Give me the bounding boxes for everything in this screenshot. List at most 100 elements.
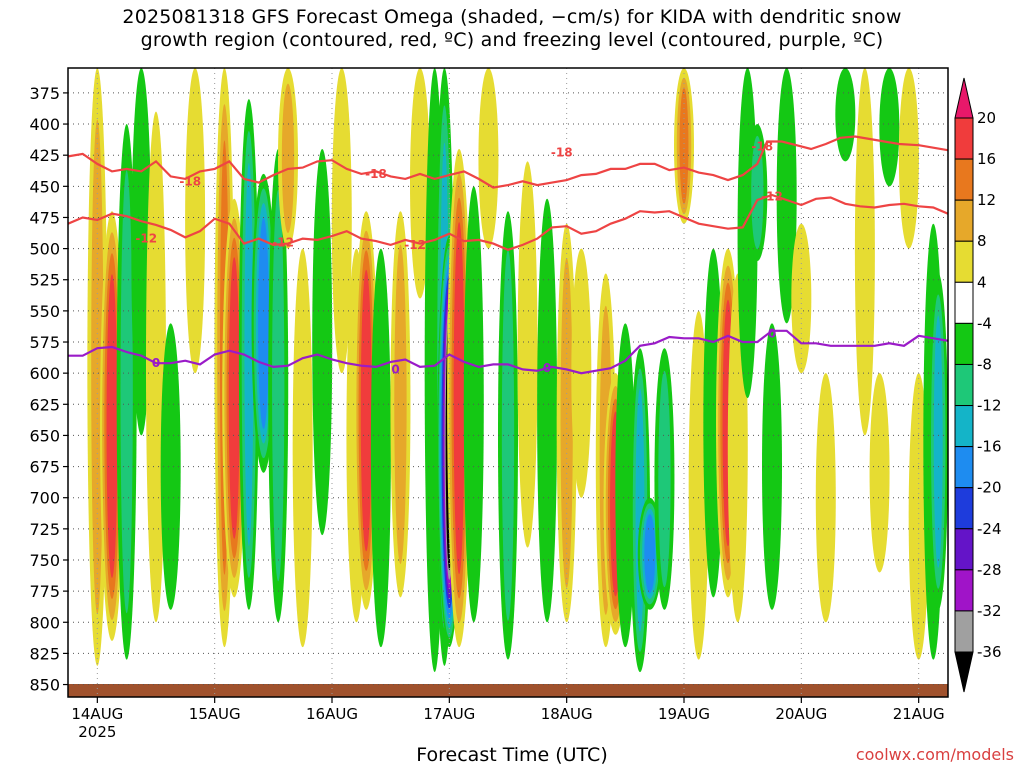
contour-label--18-2: -18 [551, 146, 573, 160]
omega-band-12-1 [281, 83, 295, 233]
contour-label--18-0: -18 [179, 174, 201, 188]
colorbar-swatch-12 [954, 610, 974, 653]
y-tick-label-475: 475 [29, 208, 60, 227]
y-tick-label-400: 400 [29, 115, 60, 134]
colorbar-swatch-9 [954, 487, 974, 530]
ground-surface-layer [68, 684, 948, 697]
colorbar-swatch-6 [954, 363, 974, 407]
omega-band-20-0 [410, 68, 430, 299]
omega-band-46-0 [776, 68, 797, 324]
contour-label-0-3: 0 [768, 326, 776, 340]
contour-label--12-0: -12 [135, 232, 157, 246]
y-tick-label-500: 500 [29, 240, 60, 259]
contour-label--12-3: -12 [761, 189, 783, 203]
contour-0-2 [68, 329, 948, 375]
colorbar-tick-label-11: -28 [977, 561, 1002, 579]
omega-band-5-0 [160, 323, 181, 610]
contour--18-0 [68, 135, 948, 189]
colorbar-tick-label-8: -16 [977, 438, 1002, 456]
omega-band-53-0 [898, 68, 919, 249]
contour-label-0-0: 0 [152, 356, 160, 370]
y-tick-label-825: 825 [29, 644, 60, 663]
omega-band-30-1 [560, 258, 573, 588]
y-tick-label-375: 375 [29, 84, 60, 103]
y-tick-label-600: 600 [29, 364, 60, 383]
x-tick-sublabel: 2025 [78, 723, 116, 741]
colorbar-swatch-11 [954, 569, 974, 612]
omega-band-0-1 [91, 119, 104, 615]
y-tick-label-625: 625 [29, 395, 60, 414]
x-tick-label-15AUG: 15AUG [189, 705, 241, 723]
y-tick-label-675: 675 [29, 458, 60, 477]
omega-shading-layer [68, 68, 948, 697]
contour-label--18-1: -18 [365, 167, 387, 181]
colorbar-tick-label-4: 4 [977, 273, 987, 291]
colorbar-tick-label-0: 20 [977, 109, 996, 127]
omega-band-28-0 [517, 161, 538, 548]
omega-band-26-0 [478, 68, 499, 249]
contour-label--12-1: -12 [272, 235, 294, 249]
y-tick-label-775: 775 [29, 582, 60, 601]
y-tick-label-800: 800 [29, 613, 60, 632]
y-tick-label-575: 575 [29, 333, 60, 352]
chart-title-line-1: 2025081318 GFS Forecast Omega (shaded, −… [122, 6, 902, 28]
omega-band-6-0 [185, 68, 206, 374]
x-tick-label-18AUG: 18AUG [541, 705, 593, 723]
y-tick-label-650: 650 [29, 426, 60, 445]
contour-label-0-2: 0 [543, 361, 551, 375]
colorbar: 20 16 12 8 4 -4 -8 -12 -16 -20 -24 -28 -32 -36 [954, 77, 1002, 693]
chart-title-line-2: growth region (contoured, red, ºC) and f… [140, 29, 884, 51]
y-tick-label-425: 425 [29, 146, 60, 165]
colorbar-tick-label-6: -8 [977, 355, 992, 373]
y-tick-label-725: 725 [29, 520, 60, 539]
x-tick-label-19AUG: 19AUG [658, 705, 710, 723]
contour-label--12-2: -12 [404, 238, 426, 252]
omega-band-29-0 [537, 198, 558, 623]
y-tick-label-450: 450 [29, 177, 60, 196]
colorbar-top-arrow [954, 77, 974, 119]
y-tick-label-750: 750 [29, 551, 60, 570]
x-tick-label-21AUG: 21AUG [893, 705, 945, 723]
omega-band-49-0 [835, 68, 856, 162]
omega-band-38-2 [679, 87, 689, 205]
colorbar-swatch-5 [954, 322, 974, 365]
x-axis-label: Forecast Time (UTC) [416, 744, 608, 766]
colorbar-tick-label-1: 16 [977, 150, 996, 168]
omega-band-19-1 [394, 244, 407, 564]
omega-band-13-0 [292, 248, 313, 648]
omega-band-8-3 [228, 257, 240, 539]
contour-label-0-1: 0 [391, 362, 399, 376]
colorbar-swatch-7 [954, 405, 974, 448]
omega-band-52-0 [879, 68, 900, 187]
y-tick-label-700: 700 [29, 489, 60, 508]
colorbar-bottom-arrow [954, 651, 974, 693]
colorbar-swatch-3 [954, 240, 974, 283]
y-tick-label-550: 550 [29, 302, 60, 321]
contour-lines [68, 135, 948, 375]
colorbar-tick-label-5: -4 [977, 314, 992, 332]
contour--12-1 [68, 193, 948, 251]
colorbar-swatch-1 [954, 158, 974, 201]
omega-band-14-0 [312, 148, 333, 536]
contour-label--18-3: -18 [751, 139, 773, 153]
omega-band-15-0 [331, 68, 352, 374]
omega-band-51-0 [869, 373, 890, 573]
colorbar-tick-label-12: -32 [977, 602, 1002, 620]
omega-band-1-3 [106, 274, 118, 578]
colorbar-swatch-8 [954, 446, 974, 489]
omega-band-17-3 [360, 269, 372, 552]
plot-frame [67, 67, 949, 698]
x-tick-label-17AUG: 17AUG [423, 705, 475, 723]
colorbar-swatch-10 [954, 528, 974, 571]
omega-band-10-3 [258, 217, 270, 429]
omega-band-36-3 [644, 514, 656, 594]
credit-text[interactable]: coolwx.com/models [855, 745, 1014, 764]
ground-surface [68, 684, 948, 697]
omega-bands [87, 68, 948, 673]
contour-layer: -18 -18 -18 -18 -12 -12 -12 -12 0 0 0 0 [68, 135, 948, 376]
omega-band-45-0 [762, 323, 782, 610]
x-tick-label-20AUG: 20AUG [775, 705, 827, 723]
omega-band-34-0 [615, 323, 636, 648]
colorbar-swatch-0 [954, 117, 974, 160]
